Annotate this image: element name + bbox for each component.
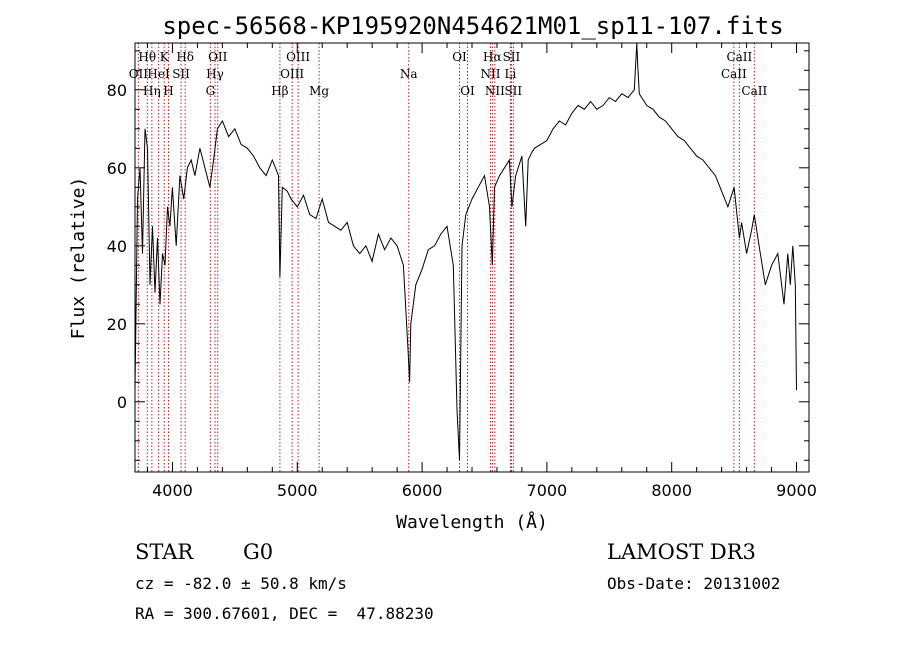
y-tick-label: 20 (107, 315, 127, 334)
x-tick-label: 6000 (402, 481, 443, 500)
observation-date: Obs-Date: 20131002 (607, 574, 780, 593)
x-tick-label: 9000 (776, 481, 817, 500)
spectral-line-label: OI (452, 50, 467, 64)
y-axis-ticks: 0 20 40 60 80 (107, 50, 809, 461)
spectral-line-label: NII (480, 67, 500, 81)
y-axis-label: Flux (relative) (68, 177, 89, 340)
spectral-line-label: K (160, 50, 170, 64)
x-tick-label: 7000 (527, 481, 568, 500)
spectral-line-label: Hη (143, 84, 161, 98)
redshift-value: cz = -82.0 ± 50.8 km/s (135, 574, 347, 593)
survey-name: LAMOST DR3 (607, 540, 756, 564)
spectral-line-label: HeI (147, 67, 170, 81)
spectral-line-label: Hθ (138, 50, 156, 64)
spectral-line-label: Hγ (206, 67, 224, 81)
spectral-line-markers (137, 43, 755, 472)
sky-coordinates: RA = 300.67601, DEC = 47.88230 (135, 604, 434, 623)
spectral-line-label: G (206, 84, 216, 98)
spectral-line-label: CaII (726, 50, 752, 64)
spectral-line-label: SII (503, 50, 521, 64)
chart-title: spec-56568-KP195920N454621M01_sp11-107.f… (162, 12, 783, 40)
y-tick-label: 40 (107, 237, 127, 256)
x-tick-label: 4000 (152, 481, 193, 500)
spectral-line-label: H (163, 84, 173, 98)
spectral-line-label: Li (505, 67, 517, 81)
spectral-line-label: CaII (741, 84, 767, 98)
y-tick-label: 80 (107, 81, 127, 100)
x-tick-label: 8000 (651, 481, 692, 500)
spectral-class: G0 (243, 540, 273, 564)
spectral-line-label: SII (172, 67, 190, 81)
spectral-line-label: Na (400, 67, 418, 81)
spectral-line-label: OIII (286, 50, 310, 64)
y-tick-label: 60 (107, 159, 127, 178)
spectral-line-label: Hα (483, 50, 502, 64)
object-type: STAR (135, 540, 194, 564)
spectral-line-label: Mg (309, 84, 329, 98)
x-axis-ticks: 4000 5000 6000 7000 8000 9000 (146, 43, 817, 500)
plot-frame (134, 42, 810, 473)
spectral-line-label: CaII (721, 67, 747, 81)
spectrum-series-line (134, 42, 797, 461)
spectral-line-label: OII (129, 67, 149, 81)
x-axis-label: Wavelength (Å) (396, 511, 548, 533)
spectral-line-label: Hβ (271, 84, 288, 98)
x-tick-label: 5000 (277, 481, 318, 500)
spectral-line-label: OIII (280, 67, 304, 81)
spectral-line-label: OII (208, 50, 228, 64)
spectral-line-label: Hδ (176, 50, 194, 64)
y-tick-label: 0 (117, 393, 127, 412)
spectral-line-label: NII (485, 84, 505, 98)
spectral-line-label: OI (460, 84, 475, 98)
spectral-line-label: SII (504, 84, 522, 98)
